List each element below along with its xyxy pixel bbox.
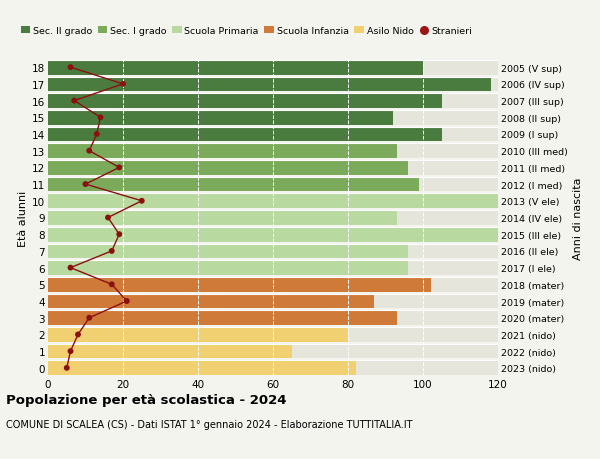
Bar [48,327,348,342]
Point [85,314,94,322]
Bar [48,111,498,125]
Point [66,264,76,272]
Bar [48,177,419,192]
Y-axis label: Età alunni: Età alunni [18,190,28,246]
Point [137,198,146,205]
Bar [48,227,498,242]
Bar [48,344,498,359]
Point [96,114,106,122]
Bar [48,211,498,225]
Bar [48,144,397,159]
Bar [48,61,498,75]
Bar [48,311,397,325]
Point [85,148,94,155]
Point [80,181,91,188]
Bar [48,294,498,309]
Point [66,348,76,355]
Bar [48,311,498,325]
Bar [48,127,498,142]
Legend: Sec. II grado, Sec. I grado, Scuola Primaria, Scuola Infanzia, Asilo Nido, Stran: Sec. II grado, Sec. I grado, Scuola Prim… [17,23,476,40]
Bar [48,344,292,359]
Point [107,281,116,288]
Bar [48,94,442,109]
Point [118,81,128,88]
Bar [48,277,498,292]
Bar [48,144,498,159]
Point [70,98,79,105]
Bar [48,294,374,309]
Bar [48,361,355,375]
Bar [48,227,498,242]
Text: Popolazione per età scolastica - 2024: Popolazione per età scolastica - 2024 [6,393,287,406]
Bar [48,327,498,342]
Bar [48,277,431,292]
Bar [48,111,393,125]
Bar [48,161,408,175]
Point [73,331,83,338]
Bar [48,194,528,209]
Bar [48,361,498,375]
Bar [48,94,498,109]
Bar [48,161,498,175]
Bar [48,244,498,259]
Bar [48,244,408,259]
Bar [48,261,408,275]
Bar [48,77,491,92]
Bar [48,194,498,209]
Point [115,164,124,172]
Bar [48,61,423,75]
Text: COMUNE DI SCALEA (CS) - Dati ISTAT 1° gennaio 2024 - Elaborazione TUTTITALIA.IT: COMUNE DI SCALEA (CS) - Dati ISTAT 1° ge… [6,419,413,429]
Point [122,298,131,305]
Point [107,248,116,255]
Bar [48,261,498,275]
Point [115,231,124,238]
Bar [48,211,397,225]
Bar [48,177,498,192]
Point [92,131,101,138]
Point [103,214,113,222]
Y-axis label: Anni di nascita: Anni di nascita [573,177,583,259]
Bar [48,77,498,92]
Point [62,364,71,372]
Bar [48,127,442,142]
Point [66,64,76,72]
